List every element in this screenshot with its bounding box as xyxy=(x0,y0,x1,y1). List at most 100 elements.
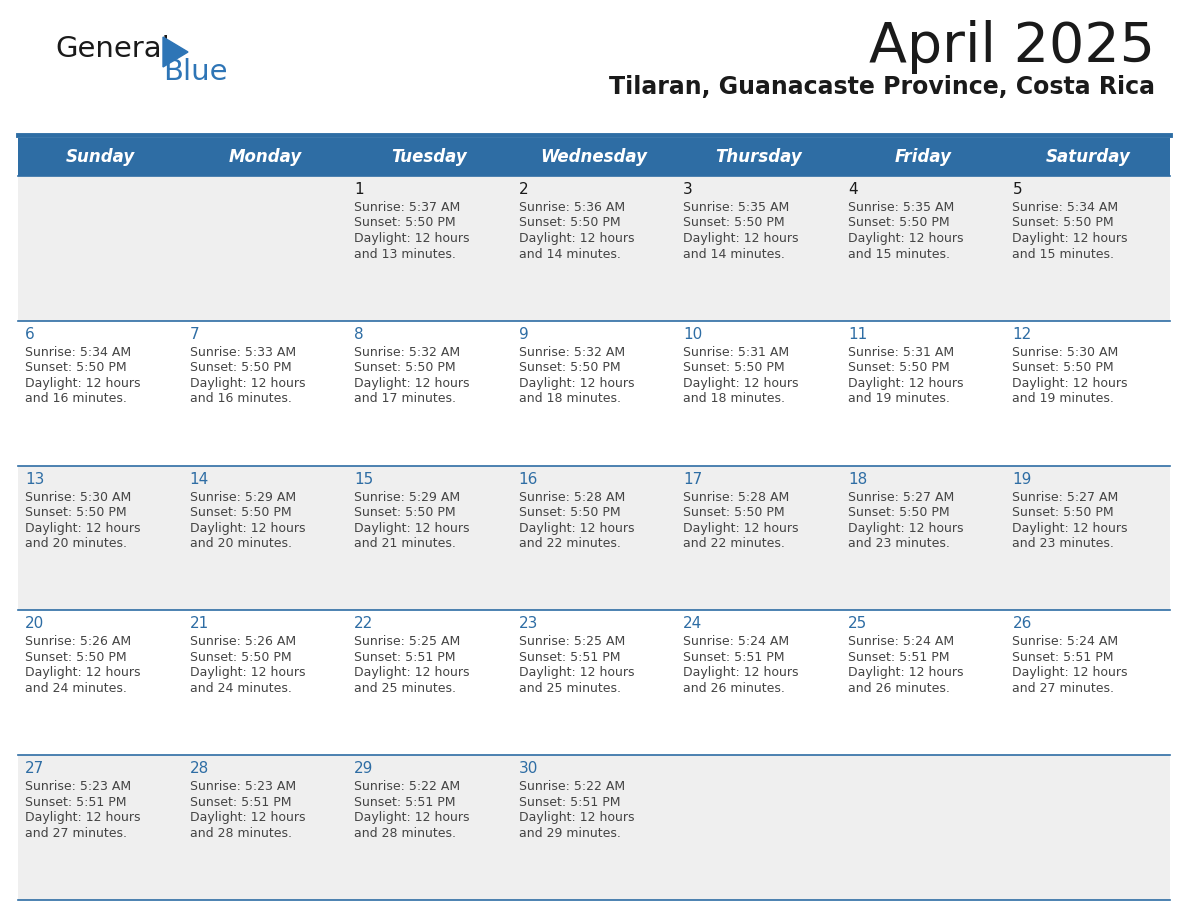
Text: Sunset: 5:51 PM: Sunset: 5:51 PM xyxy=(683,651,785,664)
Text: and 23 minutes.: and 23 minutes. xyxy=(1012,537,1114,550)
Text: Sunset: 5:51 PM: Sunset: 5:51 PM xyxy=(25,796,126,809)
Text: Sunrise: 5:32 AM: Sunrise: 5:32 AM xyxy=(519,346,625,359)
Text: Sunset: 5:50 PM: Sunset: 5:50 PM xyxy=(1012,362,1114,375)
Text: Sunset: 5:51 PM: Sunset: 5:51 PM xyxy=(848,651,949,664)
Bar xyxy=(18,176,1170,320)
Text: and 19 minutes.: and 19 minutes. xyxy=(848,392,949,406)
Text: Daylight: 12 hours: Daylight: 12 hours xyxy=(354,521,469,534)
Text: Sunset: 5:50 PM: Sunset: 5:50 PM xyxy=(848,506,949,519)
Text: and 20 minutes.: and 20 minutes. xyxy=(25,537,127,550)
Text: Sunset: 5:50 PM: Sunset: 5:50 PM xyxy=(354,217,456,230)
Text: Daylight: 12 hours: Daylight: 12 hours xyxy=(25,521,140,534)
Text: Daylight: 12 hours: Daylight: 12 hours xyxy=(683,666,798,679)
Bar xyxy=(18,138,1170,176)
Text: General: General xyxy=(55,35,170,63)
Text: Sunrise: 5:35 AM: Sunrise: 5:35 AM xyxy=(683,201,790,214)
Text: Sunset: 5:50 PM: Sunset: 5:50 PM xyxy=(848,362,949,375)
Text: 26: 26 xyxy=(1012,616,1032,632)
Text: Daylight: 12 hours: Daylight: 12 hours xyxy=(1012,666,1127,679)
Text: Daylight: 12 hours: Daylight: 12 hours xyxy=(354,232,469,245)
Text: 24: 24 xyxy=(683,616,702,632)
Polygon shape xyxy=(163,37,188,67)
Text: and 27 minutes.: and 27 minutes. xyxy=(25,827,127,840)
Text: Daylight: 12 hours: Daylight: 12 hours xyxy=(190,376,305,390)
Text: Sunrise: 5:36 AM: Sunrise: 5:36 AM xyxy=(519,201,625,214)
Text: Sunrise: 5:34 AM: Sunrise: 5:34 AM xyxy=(25,346,131,359)
Text: Sunset: 5:50 PM: Sunset: 5:50 PM xyxy=(25,651,127,664)
Text: Sunday: Sunday xyxy=(65,148,135,166)
Text: Daylight: 12 hours: Daylight: 12 hours xyxy=(25,666,140,679)
Text: and 22 minutes.: and 22 minutes. xyxy=(519,537,620,550)
Text: and 20 minutes.: and 20 minutes. xyxy=(190,537,291,550)
Text: Daylight: 12 hours: Daylight: 12 hours xyxy=(519,232,634,245)
Text: Sunset: 5:50 PM: Sunset: 5:50 PM xyxy=(25,362,127,375)
Text: and 13 minutes.: and 13 minutes. xyxy=(354,248,456,261)
Text: and 26 minutes.: and 26 minutes. xyxy=(683,682,785,695)
Text: Daylight: 12 hours: Daylight: 12 hours xyxy=(848,376,963,390)
Text: and 18 minutes.: and 18 minutes. xyxy=(683,392,785,406)
Text: Sunrise: 5:25 AM: Sunrise: 5:25 AM xyxy=(354,635,461,648)
Text: Daylight: 12 hours: Daylight: 12 hours xyxy=(1012,376,1127,390)
Text: and 17 minutes.: and 17 minutes. xyxy=(354,392,456,406)
Text: Sunrise: 5:31 AM: Sunrise: 5:31 AM xyxy=(683,346,789,359)
Text: Sunrise: 5:26 AM: Sunrise: 5:26 AM xyxy=(25,635,131,648)
Text: Sunrise: 5:37 AM: Sunrise: 5:37 AM xyxy=(354,201,461,214)
Text: and 16 minutes.: and 16 minutes. xyxy=(190,392,291,406)
Text: Sunrise: 5:34 AM: Sunrise: 5:34 AM xyxy=(1012,201,1119,214)
Text: and 28 minutes.: and 28 minutes. xyxy=(354,827,456,840)
Text: Sunset: 5:50 PM: Sunset: 5:50 PM xyxy=(354,506,456,519)
Text: Sunrise: 5:30 AM: Sunrise: 5:30 AM xyxy=(1012,346,1119,359)
Text: Wednesday: Wednesday xyxy=(541,148,647,166)
Text: 1: 1 xyxy=(354,182,364,197)
Text: Daylight: 12 hours: Daylight: 12 hours xyxy=(683,232,798,245)
Text: Saturday: Saturday xyxy=(1045,148,1130,166)
Text: Sunrise: 5:22 AM: Sunrise: 5:22 AM xyxy=(519,780,625,793)
Text: 25: 25 xyxy=(848,616,867,632)
Text: Sunset: 5:50 PM: Sunset: 5:50 PM xyxy=(519,506,620,519)
Text: 19: 19 xyxy=(1012,472,1032,487)
Text: Daylight: 12 hours: Daylight: 12 hours xyxy=(354,376,469,390)
Text: Daylight: 12 hours: Daylight: 12 hours xyxy=(519,376,634,390)
Text: Daylight: 12 hours: Daylight: 12 hours xyxy=(848,666,963,679)
Text: Sunrise: 5:33 AM: Sunrise: 5:33 AM xyxy=(190,346,296,359)
Text: Sunset: 5:50 PM: Sunset: 5:50 PM xyxy=(1012,506,1114,519)
Text: 5: 5 xyxy=(1012,182,1022,197)
Text: 30: 30 xyxy=(519,761,538,777)
Text: and 15 minutes.: and 15 minutes. xyxy=(1012,248,1114,261)
Text: Daylight: 12 hours: Daylight: 12 hours xyxy=(190,521,305,534)
Text: Sunrise: 5:29 AM: Sunrise: 5:29 AM xyxy=(354,490,460,504)
Text: 8: 8 xyxy=(354,327,364,341)
Text: Sunset: 5:51 PM: Sunset: 5:51 PM xyxy=(354,651,456,664)
Text: Daylight: 12 hours: Daylight: 12 hours xyxy=(25,812,140,824)
Text: Daylight: 12 hours: Daylight: 12 hours xyxy=(190,666,305,679)
Text: Sunrise: 5:31 AM: Sunrise: 5:31 AM xyxy=(848,346,954,359)
Text: Sunrise: 5:28 AM: Sunrise: 5:28 AM xyxy=(683,490,790,504)
Text: Sunset: 5:51 PM: Sunset: 5:51 PM xyxy=(354,796,456,809)
Text: Sunrise: 5:27 AM: Sunrise: 5:27 AM xyxy=(848,490,954,504)
Text: and 25 minutes.: and 25 minutes. xyxy=(519,682,620,695)
Text: Sunset: 5:50 PM: Sunset: 5:50 PM xyxy=(519,217,620,230)
Text: Daylight: 12 hours: Daylight: 12 hours xyxy=(683,376,798,390)
Text: and 26 minutes.: and 26 minutes. xyxy=(848,682,949,695)
Text: Sunset: 5:51 PM: Sunset: 5:51 PM xyxy=(1012,651,1114,664)
Text: 6: 6 xyxy=(25,327,34,341)
Text: and 22 minutes.: and 22 minutes. xyxy=(683,537,785,550)
Text: and 21 minutes.: and 21 minutes. xyxy=(354,537,456,550)
Text: and 23 minutes.: and 23 minutes. xyxy=(848,537,949,550)
Text: Sunset: 5:51 PM: Sunset: 5:51 PM xyxy=(190,796,291,809)
Text: Sunset: 5:50 PM: Sunset: 5:50 PM xyxy=(190,651,291,664)
Bar xyxy=(18,610,1170,756)
Text: Daylight: 12 hours: Daylight: 12 hours xyxy=(1012,521,1127,534)
Text: Sunset: 5:50 PM: Sunset: 5:50 PM xyxy=(190,362,291,375)
Text: and 14 minutes.: and 14 minutes. xyxy=(683,248,785,261)
Text: Sunrise: 5:23 AM: Sunrise: 5:23 AM xyxy=(25,780,131,793)
Text: 12: 12 xyxy=(1012,327,1031,341)
Text: Sunset: 5:50 PM: Sunset: 5:50 PM xyxy=(1012,217,1114,230)
Text: Daylight: 12 hours: Daylight: 12 hours xyxy=(190,812,305,824)
Text: and 24 minutes.: and 24 minutes. xyxy=(190,682,291,695)
Text: Sunrise: 5:24 AM: Sunrise: 5:24 AM xyxy=(1012,635,1119,648)
Text: Tuesday: Tuesday xyxy=(392,148,467,166)
Text: 15: 15 xyxy=(354,472,373,487)
Text: Sunset: 5:50 PM: Sunset: 5:50 PM xyxy=(848,217,949,230)
Text: Sunrise: 5:24 AM: Sunrise: 5:24 AM xyxy=(683,635,789,648)
